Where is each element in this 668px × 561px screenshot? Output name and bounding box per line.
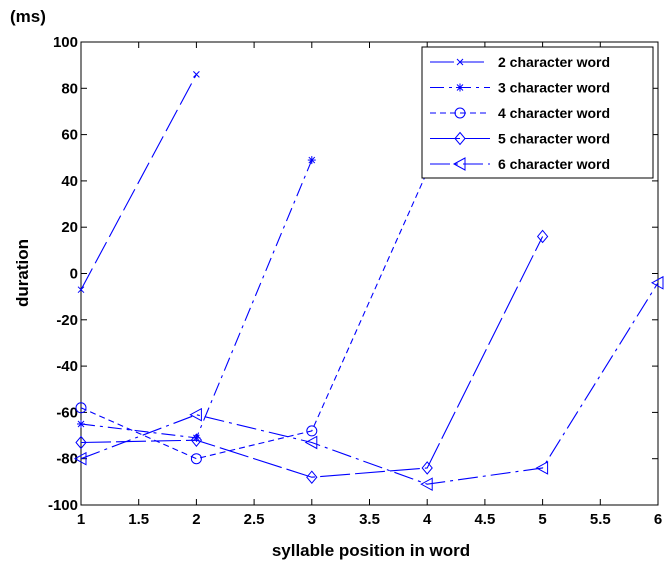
x-tick-label: 4 bbox=[423, 511, 432, 528]
x-tick-label: 5.5 bbox=[590, 511, 611, 528]
legend-label: 6 character word bbox=[498, 156, 610, 172]
x-tick-label: 6 bbox=[654, 511, 662, 528]
marker-asterisk bbox=[308, 156, 316, 164]
legend-label: 5 character word bbox=[498, 131, 610, 147]
series-4-character-word bbox=[76, 167, 432, 464]
legend: 2 character word 3 character word 4 charac… bbox=[422, 47, 653, 178]
series-line bbox=[81, 283, 658, 484]
series-line bbox=[81, 172, 427, 459]
series-3-character-word bbox=[77, 156, 316, 442]
x-tick-label: 1 bbox=[77, 511, 85, 528]
series-line bbox=[81, 74, 196, 289]
x-tick-label: 3.5 bbox=[359, 511, 380, 528]
marker-triangle-left bbox=[190, 409, 201, 421]
series-line bbox=[81, 160, 312, 438]
marker-x bbox=[193, 71, 199, 77]
y-tick-label: -100 bbox=[48, 497, 78, 514]
series-line bbox=[81, 236, 543, 477]
marker-asterisk bbox=[456, 84, 464, 92]
series-6-character-word bbox=[75, 277, 663, 490]
y-tick-label: -20 bbox=[56, 312, 78, 329]
x-tick-label: 1.5 bbox=[128, 511, 149, 528]
y-tick-label: 20 bbox=[61, 219, 78, 236]
x-tick-label: 2 bbox=[192, 511, 200, 528]
legend-label: 2 character word bbox=[498, 54, 610, 70]
x-tick-label: 2.5 bbox=[244, 511, 265, 528]
x-tick-label: 5 bbox=[538, 511, 546, 528]
marker-circle bbox=[191, 454, 201, 464]
x-tick-label: 3 bbox=[308, 511, 316, 528]
y-tick-label: -40 bbox=[56, 358, 78, 375]
x-tick-label: 4.5 bbox=[474, 511, 495, 528]
y-axis-title: duration bbox=[13, 239, 32, 307]
x-axis-title: syllable position in word bbox=[272, 541, 470, 560]
y-unit-label: (ms) bbox=[10, 7, 46, 26]
series-2-character-word bbox=[78, 71, 199, 292]
legend-label: 3 character word bbox=[498, 80, 610, 96]
y-tick-label: -60 bbox=[56, 404, 78, 421]
y-tick-label: -80 bbox=[56, 451, 78, 468]
y-tick-label: 0 bbox=[70, 266, 78, 283]
y-tick-label: 40 bbox=[61, 173, 78, 190]
marker-asterisk bbox=[77, 420, 85, 428]
legend-label: 4 character word bbox=[498, 105, 610, 121]
y-tick-label: 100 bbox=[53, 34, 78, 51]
y-tick-label: 60 bbox=[61, 127, 78, 144]
y-tick-label: 80 bbox=[61, 80, 78, 97]
